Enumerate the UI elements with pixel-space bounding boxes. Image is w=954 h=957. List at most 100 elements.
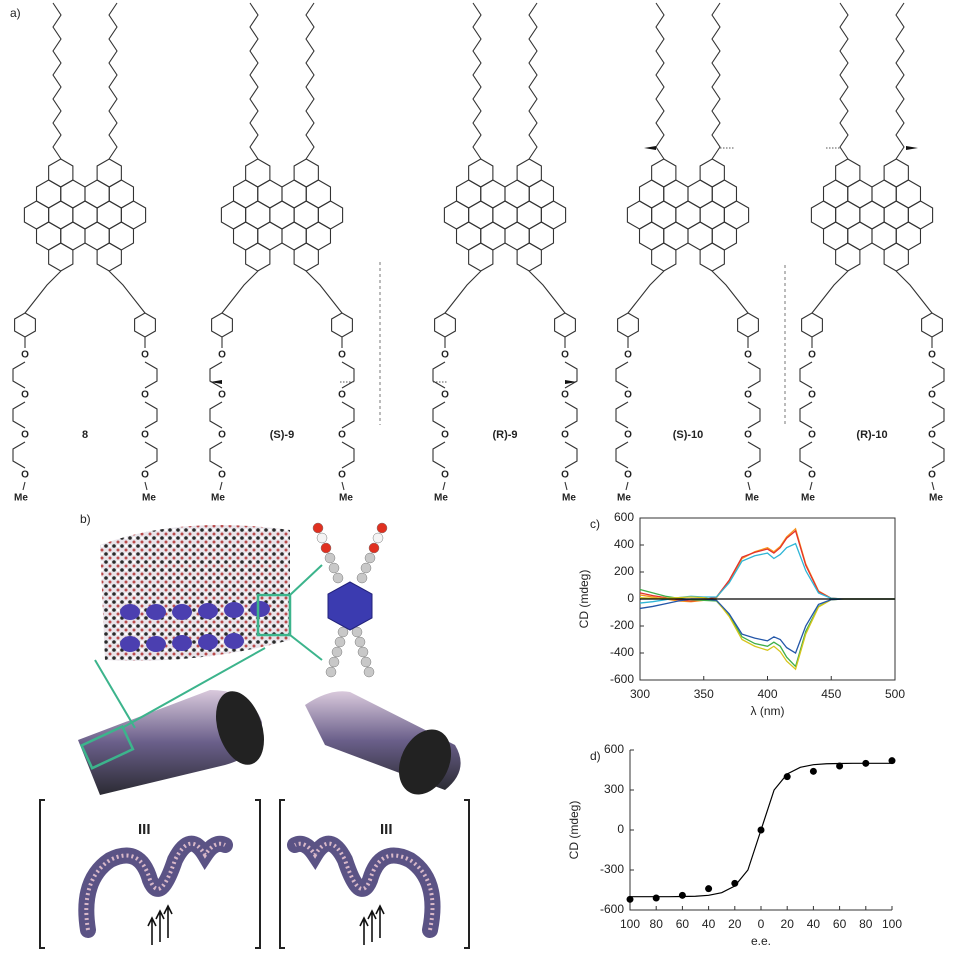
data-point [889, 757, 896, 764]
core [146, 604, 166, 620]
y-tick-label: -600 [600, 902, 624, 916]
atom [361, 657, 371, 667]
atom [333, 573, 343, 583]
bracket [40, 800, 45, 948]
core [172, 635, 192, 651]
atom-label: O [218, 470, 226, 481]
x-tick-label: 100 [882, 917, 902, 931]
atom-label: O [624, 390, 632, 401]
atom-label: O [218, 350, 226, 361]
atom [329, 657, 339, 667]
x-tick-label: 60 [676, 917, 690, 931]
x-axis-label: λ (nm) [751, 704, 785, 718]
atom-label: O [141, 470, 149, 481]
atom-label: O [928, 430, 936, 441]
data-point [731, 880, 738, 887]
atom-label: O [561, 390, 569, 401]
y-tick-label: 200 [614, 564, 634, 578]
atom-label: O [338, 350, 346, 361]
y-tick-label: 0 [627, 591, 634, 605]
bracket [280, 800, 285, 948]
wedge [565, 380, 577, 384]
core [328, 582, 372, 630]
y-axis-label: CD (mdeg) [567, 801, 581, 860]
panel-label: a) [10, 6, 21, 20]
molecule-model [313, 523, 387, 677]
atom-label: O [141, 430, 149, 441]
atom-label: Me [339, 493, 353, 504]
atom-label: Me [617, 493, 631, 504]
atom [355, 637, 365, 647]
data-point [836, 763, 843, 770]
atom-label: O [218, 390, 226, 401]
data-point [679, 892, 686, 899]
atom-label: O [744, 390, 752, 401]
page: { "panels": ["a)", "b)", "c)", "d)"], "c… [0, 0, 954, 952]
molecule [616, 3, 760, 490]
atom-label: O [441, 430, 449, 441]
atom-label: O [744, 470, 752, 481]
core [198, 634, 218, 650]
atom [373, 533, 383, 543]
compound-label: (R)-10 [856, 429, 887, 441]
atom-label: O [624, 430, 632, 441]
arrows [360, 906, 384, 945]
stack-symbol: III [380, 821, 393, 838]
y-tick-label: 600 [614, 510, 634, 524]
atom-label: O [624, 470, 632, 481]
atom [332, 647, 342, 657]
atom-label: O [561, 430, 569, 441]
x-tick-label: 80 [650, 917, 664, 931]
x-tick-label: 80 [859, 917, 873, 931]
arrows [148, 906, 172, 945]
atom-label: Me [142, 493, 156, 504]
data-point [758, 827, 765, 834]
y-tick-label: 400 [614, 537, 634, 551]
molecule [433, 3, 577, 490]
x-tick-label: 350 [694, 687, 714, 701]
data-point [627, 896, 634, 903]
atom-label: O [21, 470, 29, 481]
y-tick-label: -600 [610, 672, 634, 686]
atom-label: O [441, 350, 449, 361]
x-tick-label: 40 [702, 917, 716, 931]
atom-label: O [338, 430, 346, 441]
compound-label: (R)-9 [492, 429, 517, 441]
atom-label: O [808, 390, 816, 401]
y-tick-label: -400 [610, 645, 634, 659]
atom-label: Me [14, 493, 28, 504]
core [120, 636, 140, 652]
fiber-right [305, 691, 461, 803]
x-tick-label: 450 [821, 687, 841, 701]
fiber-left [78, 648, 273, 795]
panel-label: c) [590, 517, 600, 531]
x-tick-label: 300 [630, 687, 650, 701]
x-tick-label: 500 [885, 687, 905, 701]
atom-label: O [624, 350, 632, 361]
atom [357, 573, 367, 583]
atom-label: O [21, 350, 29, 361]
data-point [810, 768, 817, 775]
atom-label: O [141, 390, 149, 401]
data-line [640, 531, 895, 601]
compound-label: (S)-10 [673, 429, 704, 441]
atom-label: O [808, 350, 816, 361]
atom [377, 523, 387, 533]
x-tick-label: 60 [833, 917, 847, 931]
y-tick-label: 0 [617, 822, 624, 836]
x-tick-label: 400 [757, 687, 777, 701]
atom [369, 543, 379, 553]
atom [317, 533, 327, 543]
atom-label: Me [434, 493, 448, 504]
atom-label: O [561, 350, 569, 361]
atom-label: O [338, 390, 346, 401]
data-line [640, 529, 895, 602]
y-tick-label: 300 [604, 782, 624, 796]
molecule [13, 3, 157, 490]
atom [364, 667, 374, 677]
x-axis-label: e.e. [751, 934, 771, 948]
y-tick-label: -300 [600, 862, 624, 876]
x-tick-label: 100 [620, 917, 640, 931]
data-point [705, 885, 712, 892]
atom-label: O [218, 430, 226, 441]
